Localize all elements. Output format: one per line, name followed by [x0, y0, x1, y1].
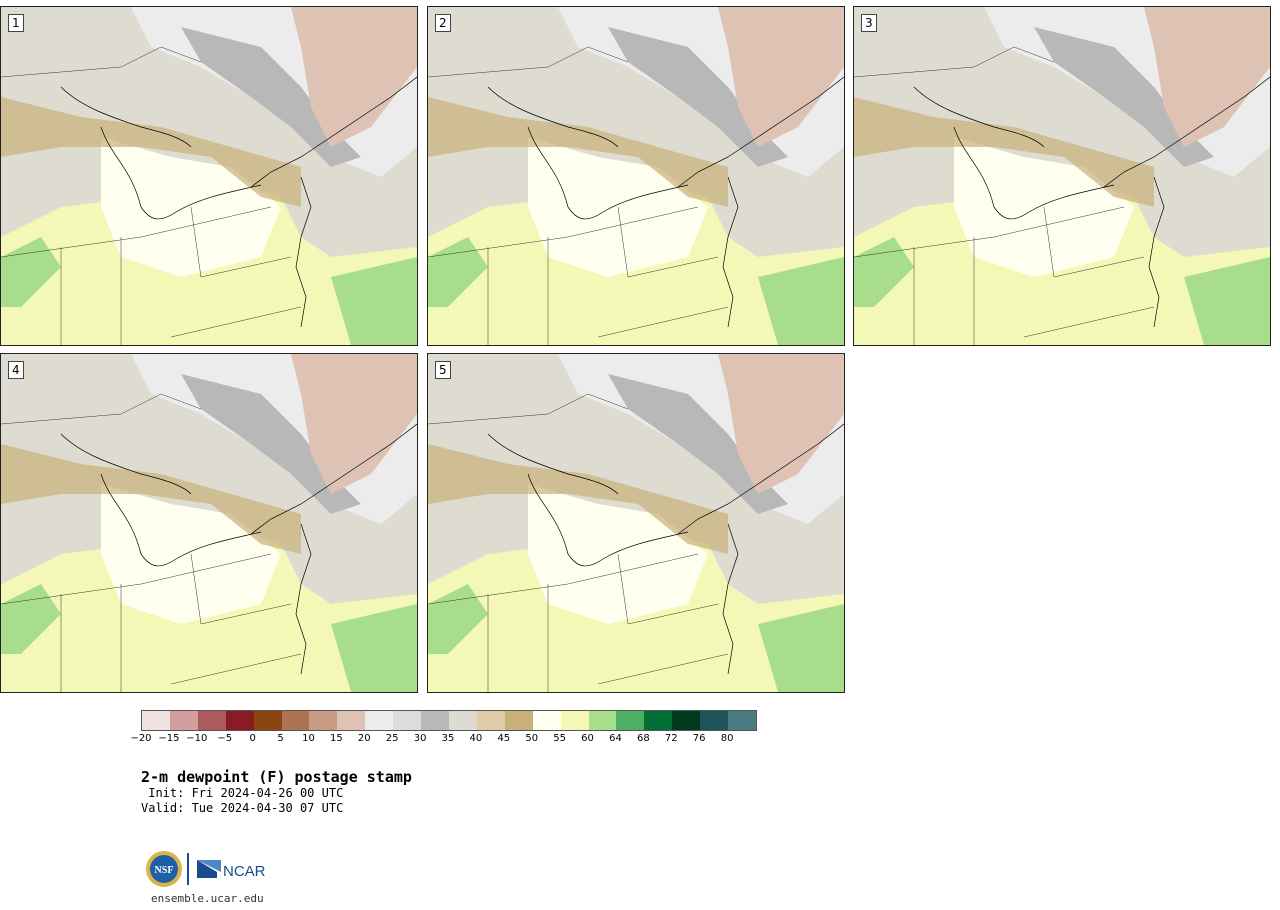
- dewpoint-map-5: [428, 354, 844, 692]
- map-panel-2: 2: [427, 6, 845, 346]
- legend-bin: [700, 711, 729, 730]
- map-panel-5: 5: [427, 353, 845, 693]
- legend-bin: [197, 711, 226, 730]
- legend-bin: [560, 711, 589, 730]
- legend-bin: [142, 711, 170, 730]
- legend-tick-label: −15: [158, 733, 180, 744]
- legend-tick-label: 60: [581, 733, 594, 744]
- dewpoint-map-3: [854, 7, 1270, 345]
- dewpoint-map-4: [1, 354, 417, 692]
- legend-tick-label: 76: [692, 733, 706, 744]
- panel-number-2: 2: [435, 14, 451, 32]
- legend-tick-label: −10: [186, 733, 208, 744]
- map-panel-1: 1: [0, 6, 418, 346]
- legend-tick-label: 55: [553, 733, 566, 744]
- legend-bin: [365, 711, 394, 730]
- legend-tick-label: 40: [469, 733, 483, 744]
- map-panel-4: 4: [0, 353, 418, 693]
- legend-tick-label: 20: [357, 733, 371, 744]
- init-time: Init: Fri 2024-04-26 00 UTC: [141, 786, 344, 800]
- nsf-logo-icon: NSF: [146, 851, 182, 887]
- color-legend-bar: [141, 710, 757, 731]
- legend-tick-label: 45: [497, 733, 511, 744]
- legend-bin: [393, 711, 422, 730]
- legend-bin: [504, 711, 533, 730]
- legend-tick-label: 25: [385, 733, 399, 744]
- legend-bin: [337, 711, 366, 730]
- legend-bin: [309, 711, 338, 730]
- legend-bin: [421, 711, 449, 730]
- legend-bin: [281, 711, 310, 730]
- dewpoint-map-1: [1, 7, 417, 345]
- legend-tick-label: 64: [609, 733, 622, 744]
- legend-tick-label: 5: [277, 733, 284, 744]
- legend-tick-label: 80: [720, 733, 734, 744]
- legend-tick-label: 72: [664, 733, 678, 744]
- legend-bin: [253, 711, 282, 730]
- legend-bin: [532, 711, 561, 730]
- valid-time: Valid: Tue 2024-04-30 07 UTC: [141, 801, 344, 815]
- legend-tick-label: 30: [413, 733, 427, 744]
- legend-tick-label: 50: [525, 733, 539, 744]
- legend-tick-label: 35: [441, 733, 455, 744]
- dewpoint-map-2: [428, 7, 844, 345]
- panel-number-4: 4: [8, 361, 24, 379]
- svg-text:NCAR: NCAR: [223, 863, 266, 880]
- map-panel-3: 3: [853, 6, 1271, 346]
- legend-tick-label: 15: [329, 733, 343, 744]
- caption: 2-m dewpoint (F) postage stamp Init: Fri…: [141, 768, 412, 816]
- site-url: ensemble.ucar.edu: [151, 892, 264, 905]
- legend-tick-label: 68: [636, 733, 650, 744]
- legend-bin: [588, 711, 617, 730]
- legend-bin: [672, 711, 701, 730]
- panel-number-5: 5: [435, 361, 451, 379]
- legend-tick-label: 10: [302, 733, 315, 744]
- svg-text:NSF: NSF: [155, 865, 174, 876]
- legend-tick-label: −5: [217, 733, 233, 744]
- legend-bin: [476, 711, 505, 730]
- legend-tick-label: 0: [249, 733, 256, 744]
- legend-tick-label: −20: [130, 733, 152, 744]
- color-legend-ticks: −20 −15 −10 −5 0 5 10 15 20 25 30 35 40 45 50 55 60 64 68 7…: [0, 733, 800, 749]
- legend-bin: [644, 711, 673, 730]
- panel-number-3: 3: [861, 14, 877, 32]
- panel-number-1: 1: [8, 14, 24, 32]
- ncar-logo-icon: NCAR: [197, 860, 266, 880]
- legend-bin: [225, 711, 254, 730]
- legend-bin: [169, 711, 198, 730]
- logo-divider: [187, 853, 189, 885]
- legend-bin: [728, 711, 756, 730]
- legend-bin: [448, 711, 477, 730]
- map-title: 2-m dewpoint (F) postage stamp: [141, 768, 412, 786]
- legend-bin: [616, 711, 645, 730]
